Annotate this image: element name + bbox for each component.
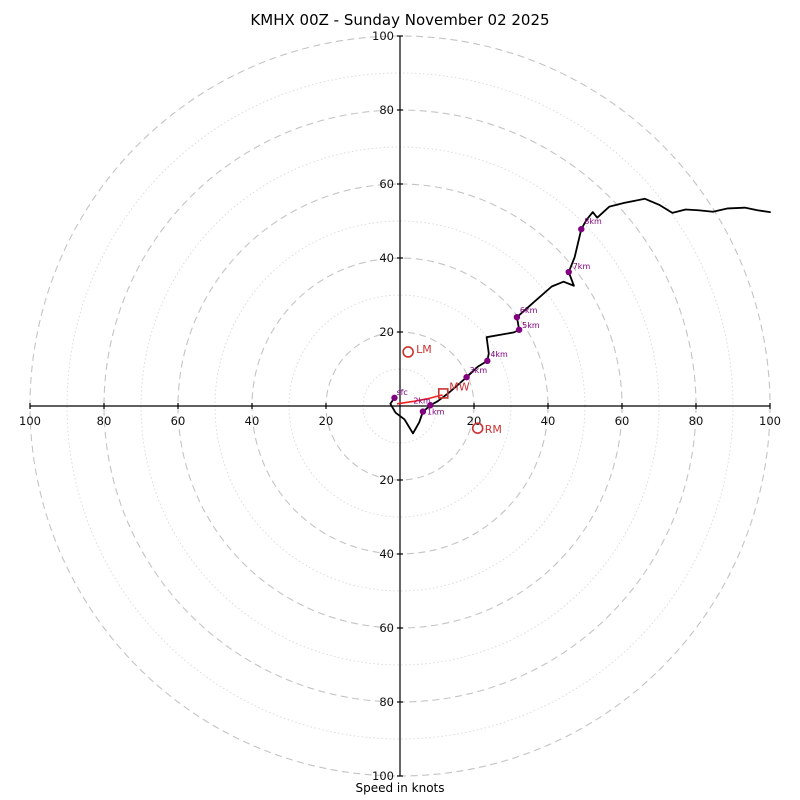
height-marker-dot-7km <box>565 268 572 276</box>
v-axis-tick-label: 100 <box>372 769 394 783</box>
height-marker-dot-5km <box>515 326 523 333</box>
u-axis-tick-label: 20 <box>467 414 482 428</box>
chart-title: KMHX 00Z - Sunday November 02 2025 <box>250 11 550 29</box>
u-axis-tick-label: 100 <box>759 414 781 428</box>
u-axis-tick-label: 20 <box>319 414 334 428</box>
height-marker-dot-2km <box>427 402 434 409</box>
u-axis-tick-label: 40 <box>245 414 260 428</box>
storm-marker-label-MW: MW <box>449 380 469 393</box>
v-axis-tick-label: 40 <box>379 547 394 561</box>
height-marker-label-1km: 1km <box>427 408 445 417</box>
height-marker-label-6km: 6km <box>520 306 538 315</box>
mean-wind-line <box>396 394 443 405</box>
v-axis-tick-label: 20 <box>379 473 394 487</box>
v-axis-tick-label: 40 <box>379 251 394 265</box>
x-axis-label: Speed in knots <box>355 781 445 795</box>
v-axis-tick-label: 20 <box>379 325 394 339</box>
storm-marker-MW <box>437 388 449 399</box>
storm-marker-label-LM: LM <box>416 343 432 356</box>
height-marker-dot-4km <box>484 357 491 365</box>
height-marker-label-8km: 8km <box>584 217 602 226</box>
height-marker-label-sfc: sfc <box>396 388 407 397</box>
u-axis-tick-label: 60 <box>171 414 186 428</box>
height-marker-dot-1km <box>419 408 427 415</box>
v-axis-tick-label: 80 <box>379 103 394 117</box>
u-axis-tick-label: 80 <box>689 414 704 428</box>
height-marker-dot-6km <box>513 314 521 321</box>
hodograph-trace <box>389 197 771 435</box>
u-axis-tick-label: 80 <box>97 414 112 428</box>
u-axis-tick-label: 100 <box>19 414 41 428</box>
storm-marker-LM <box>402 346 414 358</box>
u-axis-tick-label: 40 <box>541 414 556 428</box>
v-axis-tick-label: 60 <box>379 177 394 191</box>
storm-marker-RM <box>471 422 484 435</box>
v-axis-tick-label: 80 <box>379 695 394 709</box>
height-marker-dot-3km <box>463 373 470 381</box>
height-marker-label-5km: 5km <box>522 321 540 330</box>
height-marker-label-3km: 3km <box>470 366 488 375</box>
storm-marker-label-RM: RM <box>485 423 502 436</box>
v-axis-tick-label: 60 <box>379 621 394 635</box>
height-marker-dot-8km <box>578 225 585 233</box>
height-marker-label-7km: 7km <box>573 262 591 271</box>
v-axis-tick-label: 100 <box>372 29 394 43</box>
height-marker-label-2km: 2km <box>413 396 431 405</box>
u-axis-tick-label: 60 <box>615 414 630 428</box>
height-marker-label-4km: 4km <box>490 350 508 359</box>
height-marker-dot-sfc <box>391 394 398 402</box>
